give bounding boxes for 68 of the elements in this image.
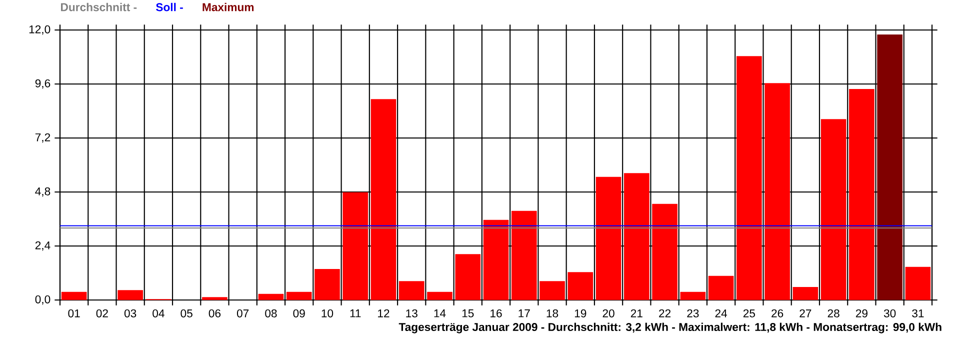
x-tick-label: 17 [518,309,530,318]
x-tick-label: 27 [800,309,812,318]
bar [118,290,143,300]
bar [708,276,734,300]
x-tick-label: 14 [434,309,446,318]
y-tick-label: 7,2 [35,133,50,143]
x-tick-label: 26 [772,309,784,318]
bar [680,292,706,300]
x-tick-label: 21 [630,309,642,318]
x-tick-label: 20 [602,309,614,318]
x-axis-title: Tageserträge Januar 2009 - Durchschnitt: 3,2 kWh - Maximalwert: 11,8 kWh - Monatsertrag: 99,0 kWh [398,322,942,334]
bar [455,254,481,300]
bar [61,292,87,300]
bar [398,281,424,300]
x-tick-label: 13 [406,309,418,318]
bar [596,176,622,300]
y-tick-label: 9,6 [35,79,50,89]
x-tick-label: 04 [152,309,164,318]
bar [286,292,312,300]
x-tick-label: 23 [687,309,699,318]
bar [820,119,846,300]
text: Maximum [202,2,254,12]
bar [849,88,874,300]
x-tick-label: 18 [546,309,558,318]
x-tick-label: 02 [96,309,108,318]
x-tick-label: 25 [743,309,755,318]
bar [624,173,650,300]
y-tick-label: 12,0 [29,25,50,35]
bar [202,297,228,300]
bar [511,210,537,300]
bar [877,34,902,300]
x-tick-label: 06 [208,309,221,318]
y-tick-label: 2,4 [35,241,50,251]
x-tick-label: 30 [884,309,896,318]
x-tick-label: 11 [350,309,361,318]
x-tick-label: 24 [715,309,728,318]
x-tick-label: 03 [124,309,136,318]
bar [764,83,790,300]
y-tick-label: 4,8 [35,187,50,197]
bar [736,56,762,300]
x-tick-label: 15 [462,309,474,318]
ref-line-label: Soll - [156,2,183,12]
y-tick-label: 0,0 [35,295,50,305]
bar [370,99,396,300]
x-tick-label: 09 [293,309,305,318]
bar [258,294,284,300]
x-tick-label: 10 [322,309,334,318]
bar [427,292,452,300]
bar [792,286,818,300]
x-tick-label: 31 [912,309,924,318]
x-tick-label: 16 [490,309,502,318]
bar [540,281,565,300]
ref-line-label: Durchschnitt - [61,2,137,12]
bar [652,204,678,300]
x-tick-label: 08 [265,309,277,318]
x-tick-label: 19 [574,309,586,318]
x-tick-label: 07 [236,309,249,318]
bar [342,192,368,300]
bar [483,220,509,300]
x-tick-label: 29 [856,309,868,318]
x-tick-label: 22 [659,309,671,318]
x-tick-label: 12 [378,309,390,318]
bar [314,268,340,300]
bar [568,272,594,300]
bar [905,266,931,300]
x-tick-label: 01 [68,309,80,318]
x-tick-label: 05 [180,309,192,318]
x-tick-label: 28 [828,309,840,318]
